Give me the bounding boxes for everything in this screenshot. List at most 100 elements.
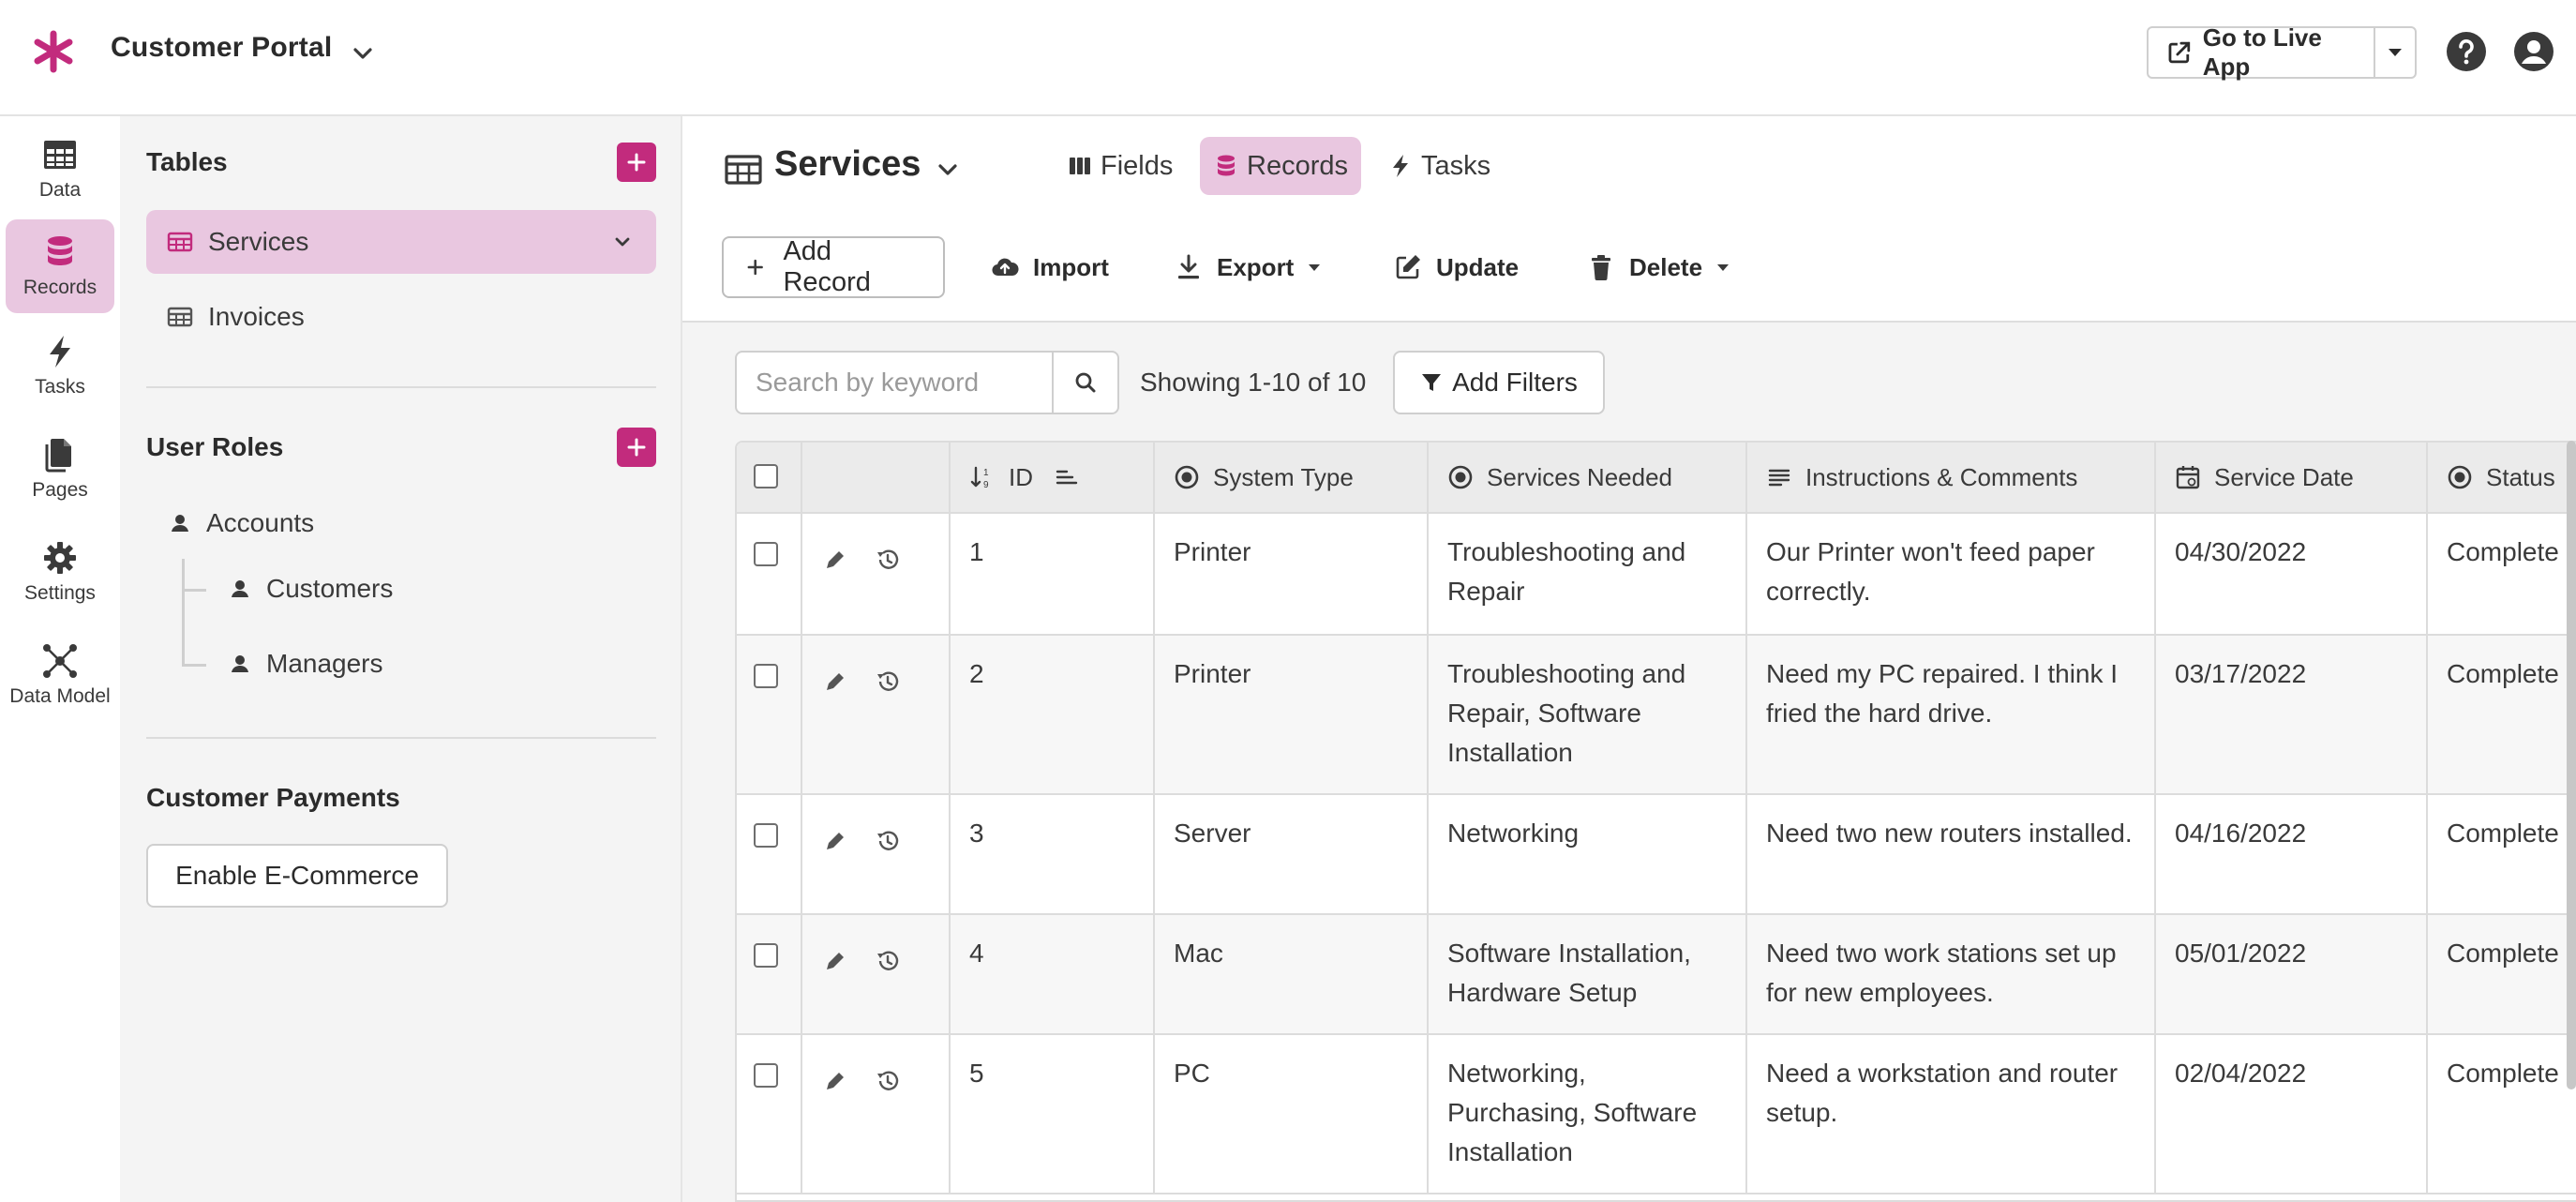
table-row[interactable]: 3 Server Networking Need two new routers… [737,795,2576,915]
cell-status[interactable]: Complete [2428,636,2576,793]
row-checkbox[interactable] [754,664,778,688]
pencil-icon[interactable] [821,1067,849,1095]
table-item-services[interactable]: Services [146,210,656,274]
cell-status[interactable]: Complete [2428,915,2576,1033]
cell-instructions[interactable]: Need my PC repaired. I think I fried the… [1747,636,2156,793]
import-button[interactable]: Import [990,236,1109,298]
tab-tasks[interactable]: Tasks [1374,137,1504,195]
cell-id[interactable]: 5 [951,1035,1155,1193]
chevron-down-icon[interactable] [611,231,634,253]
header-system-type[interactable]: System Type [1155,443,1429,512]
role-item-customers[interactable]: Customers [229,574,393,604]
table-row[interactable]: 4 Mac Software Installation, Hardware Se… [737,915,2576,1035]
row-select-cell [737,795,802,913]
cell-instructions[interactable]: Need two work stations set up for new em… [1747,915,2156,1033]
vertical-scrollbar[interactable] [2567,441,2576,1089]
cell-services-needed[interactable]: Software Installation, Hardware Setup [1429,915,1747,1033]
rail-item-data-model[interactable]: Data Model [6,628,114,722]
rail-item-settings[interactable]: Settings [6,525,114,619]
table-row[interactable]: 2 Printer Troubleshooting and Repair, So… [737,636,2576,795]
record-count-text: Showing 1-10 of 10 [1140,368,1367,397]
cell-system-type[interactable]: Printer [1155,636,1429,793]
tab-fields[interactable]: Fields [1054,137,1186,195]
update-button[interactable]: Update [1393,236,1519,298]
cell-system-type[interactable]: Printer [1155,514,1429,634]
add-filters-button[interactable]: Add Filters [1393,351,1605,414]
table-item-invoices[interactable]: Invoices [146,285,656,349]
cell-instructions[interactable]: Our Printer won't feed paper correctly. [1747,514,2156,634]
table-row[interactable]: 5 PC Networking, Purchasing, Software In… [737,1035,2576,1194]
cell-instructions[interactable]: Need two new routers installed. [1747,795,2156,913]
cell-id[interactable]: 4 [951,915,1155,1033]
header-id[interactable]: 1 9 ID [951,443,1155,512]
app-title[interactable]: Customer Portal [111,32,333,63]
row-checkbox[interactable] [754,1063,778,1088]
history-icon[interactable] [874,827,902,855]
role-item-accounts[interactable]: Accounts [169,508,314,538]
table-row[interactable]: 1 Printer Troubleshooting and Repair Our… [737,514,2576,636]
history-icon[interactable] [874,1067,902,1095]
pencil-icon[interactable] [821,668,849,696]
chevron-down-icon[interactable] [934,156,962,184]
rail-item-data[interactable]: Data [6,122,114,216]
cell-services-needed[interactable]: Troubleshooting and Repair [1429,514,1747,634]
row-checkbox[interactable] [754,542,778,566]
cloud-upload-icon [992,258,1019,277]
sort-lines-icon[interactable] [1054,464,1080,490]
page-title: Services [774,144,921,184]
help-icon[interactable] [2445,30,2488,73]
select-all-checkbox[interactable] [754,464,778,488]
delete-button[interactable]: Delete [1586,236,1732,298]
enable-ecommerce-button[interactable]: Enable E-Commerce [146,844,448,908]
cell-service-date[interactable]: 04/30/2022 [2156,514,2428,634]
cell-id[interactable]: 2 [951,636,1155,793]
cell-id[interactable]: 1 [951,514,1155,634]
chevron-down-icon[interactable] [349,39,377,68]
pencil-icon[interactable] [821,947,849,975]
header-instructions[interactable]: Instructions & Comments [1747,443,2156,512]
search-input[interactable] [737,353,1052,413]
search-button[interactable] [1052,353,1117,413]
row-checkbox[interactable] [754,823,778,848]
row-actions-cell [802,795,951,913]
row-checkbox[interactable] [754,943,778,968]
export-button[interactable]: Export [1174,236,1324,298]
cell-service-date[interactable]: 05/01/2022 [2156,915,2428,1033]
cell-status[interactable]: Complete [2428,795,2576,913]
rail-item-records[interactable]: Records [6,219,114,313]
tab-records[interactable]: Records [1200,137,1361,195]
history-icon[interactable] [874,668,902,696]
cell-system-type[interactable]: PC [1155,1035,1429,1193]
add-record-button[interactable]: Add Record [722,236,945,298]
live-app-dropdown-toggle[interactable] [2375,43,2415,62]
cell-instructions[interactable]: Need a workstation and router setup. [1747,1035,2156,1193]
rail-item-pages[interactable]: Pages [6,422,114,516]
role-item-managers[interactable]: Managers [229,649,383,679]
history-icon[interactable] [874,947,902,975]
go-to-live-app-button[interactable]: Go to Live App [2149,23,2375,81]
cell-service-date[interactable]: 04/16/2022 [2156,795,2428,913]
header-select-cell [737,443,802,512]
cell-system-type[interactable]: Mac [1155,915,1429,1033]
add-table-button[interactable] [617,143,656,182]
cell-system-type[interactable]: Server [1155,795,1429,913]
account-icon[interactable] [2512,30,2555,73]
header-status[interactable]: Status [2428,443,2576,512]
cell-status[interactable]: Complete [2428,514,2576,634]
columns-icon [1070,158,1090,174]
cell-id[interactable]: 3 [951,795,1155,913]
cell-status[interactable]: Complete [2428,1035,2576,1193]
cell-services-needed[interactable]: Networking, Purchasing, Software Install… [1429,1035,1747,1193]
history-icon[interactable] [874,546,902,574]
cell-service-date[interactable]: 02/04/2022 [2156,1035,2428,1193]
cell-services-needed[interactable]: Troubleshooting and Repair, Software Ins… [1429,636,1747,793]
user-icon [172,515,188,532]
pencil-icon[interactable] [821,827,849,855]
cell-service-date[interactable]: 03/17/2022 [2156,636,2428,793]
pencil-icon[interactable] [821,546,849,574]
cell-services-needed[interactable]: Networking [1429,795,1747,913]
header-services-needed[interactable]: Services Needed [1429,443,1747,512]
rail-item-tasks[interactable]: Tasks [6,319,114,413]
add-user-role-button[interactable] [617,428,656,467]
header-service-date[interactable]: Service Date [2156,443,2428,512]
